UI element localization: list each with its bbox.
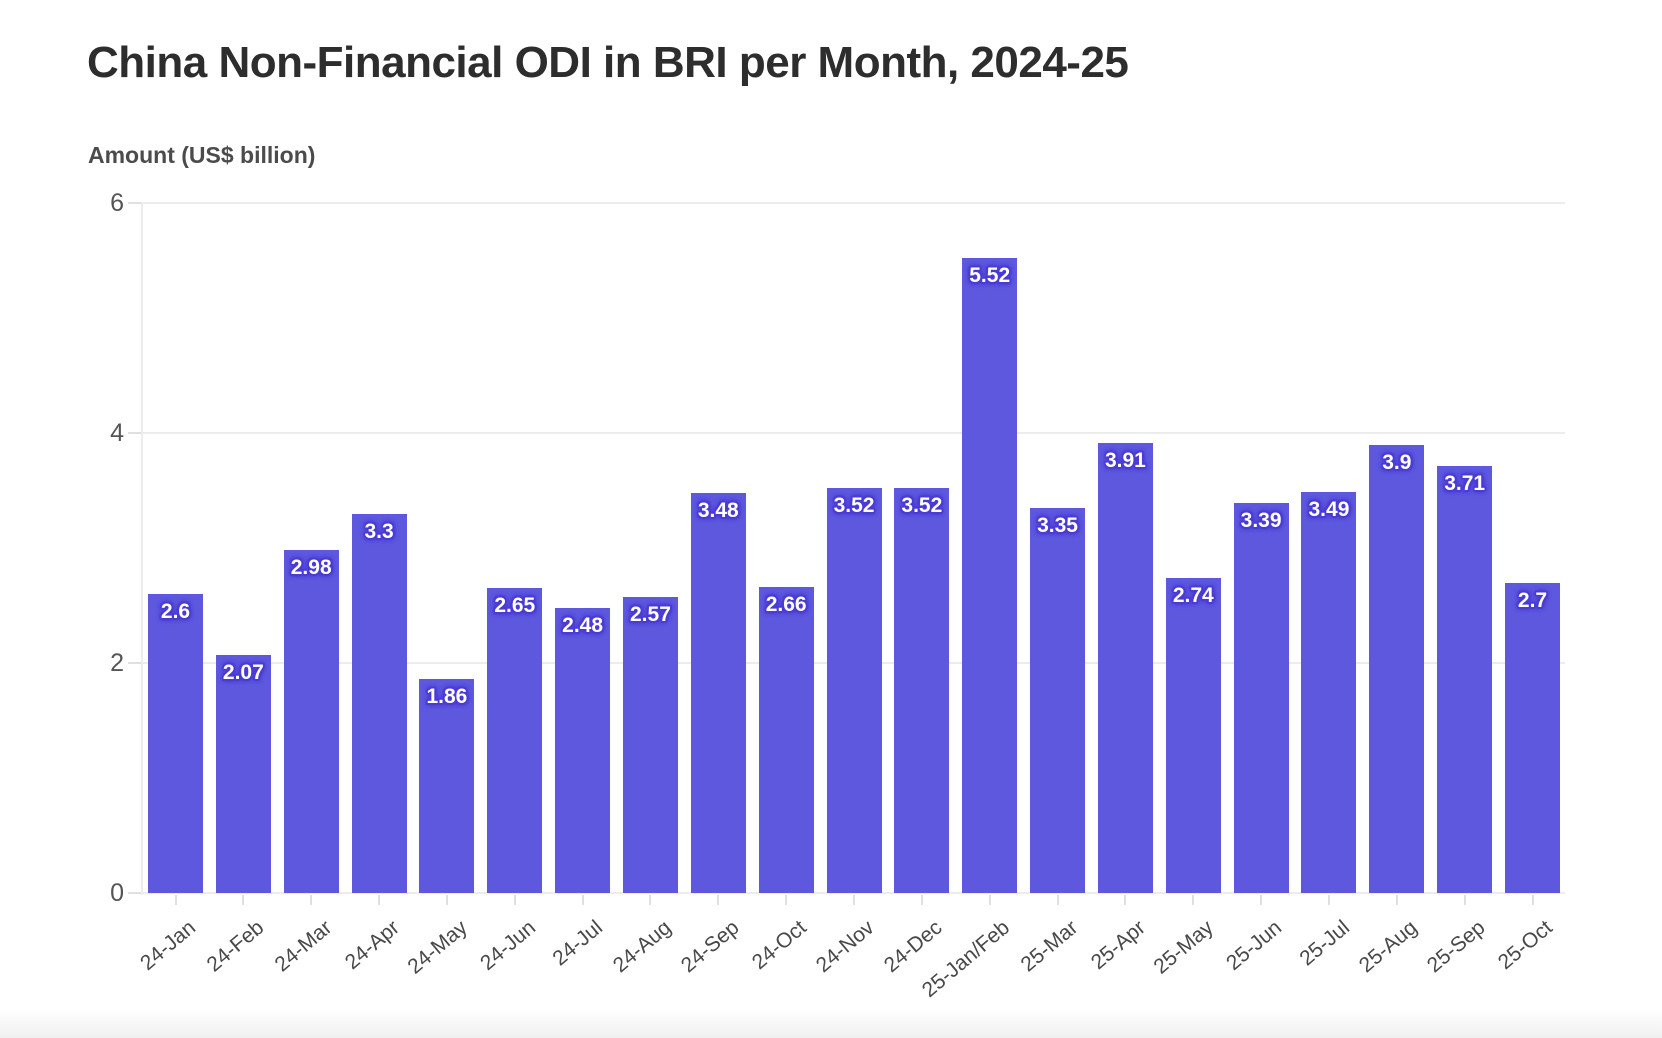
bar: 3.9 <box>1369 444 1425 893</box>
x-tick <box>649 895 652 905</box>
bar-value-label: 2.7 <box>1517 588 1548 612</box>
bar: 2.66 <box>758 587 814 893</box>
bar-value-label: 2.74 <box>1172 583 1214 607</box>
x-tick <box>1192 895 1195 905</box>
x-tick-label: 24-Sep <box>676 916 744 978</box>
x-tick <box>513 895 516 905</box>
bar: 2.65 <box>487 588 543 893</box>
x-tick <box>853 895 855 905</box>
x-tick-label: 25-Apr <box>1087 916 1151 975</box>
x-tick-label: 25-Jun <box>1221 916 1286 975</box>
bar-value-label: 3.91 <box>1104 449 1146 473</box>
y-tick <box>128 202 142 204</box>
x-tick-label: 25-Aug <box>1354 916 1422 978</box>
bar-value-label: 3.49 <box>1308 497 1350 521</box>
x-tick <box>378 895 381 905</box>
x-tick-label: 24-Aug <box>608 916 676 978</box>
bar-value-label: 3.9 <box>1382 450 1412 474</box>
page-bottom-edge <box>0 1010 1662 1038</box>
x-tick <box>1395 895 1398 905</box>
y-tick <box>128 432 142 434</box>
bar-value-label: 3.39 <box>1240 509 1282 533</box>
x-tick-label: 24-Mar <box>270 916 336 977</box>
bar-value-label: 3.52 <box>833 494 875 518</box>
bar-value-label: 3.48 <box>697 498 739 522</box>
bar-value-label: 1.86 <box>426 685 468 709</box>
x-tick <box>1327 895 1330 905</box>
bar-value-label: 2.65 <box>494 594 536 618</box>
bar-value-label: 2.48 <box>562 613 604 637</box>
y-axis-line <box>141 203 143 895</box>
bar: 3.91 <box>1097 443 1153 893</box>
bar: 5.52 <box>962 258 1018 893</box>
x-tick-label: 24-Jul <box>548 916 608 971</box>
bar: 3.71 <box>1437 466 1493 893</box>
x-tick <box>1260 895 1263 905</box>
bar: 2.07 <box>215 654 271 893</box>
bar: 3.39 <box>1233 503 1289 893</box>
x-tick <box>581 895 584 905</box>
y-tick-label: 0 <box>110 879 124 907</box>
bar-value-label: 3.3 <box>364 519 394 543</box>
x-tick-label: 24-Jan <box>136 916 201 975</box>
bar-value-label: 2.98 <box>290 556 332 580</box>
bar-value-label: 2.66 <box>765 593 807 617</box>
bar: 3.49 <box>1301 491 1357 893</box>
x-tick <box>717 895 720 905</box>
x-tick <box>1463 895 1466 905</box>
bar: 2.74 <box>1165 577 1221 893</box>
y-gridline <box>143 202 1565 204</box>
chart-title: China Non-Financial ODI in BRI per Month… <box>87 38 1129 87</box>
x-tick-label: 24-May <box>403 916 472 979</box>
bar-value-label: 3.71 <box>1444 472 1486 496</box>
bar: 3.52 <box>894 488 950 893</box>
bar: 3.3 <box>351 513 407 893</box>
x-tick-label: 24-Oct <box>747 916 811 975</box>
x-tick <box>920 895 923 905</box>
bar-value-label: 2.57 <box>630 603 671 627</box>
bar-value-label: 3.52 <box>901 494 943 518</box>
x-tick-label: 25-Jul <box>1295 916 1354 971</box>
x-tick <box>1056 895 1059 905</box>
y-gridline <box>143 892 1565 894</box>
x-tick-label: 25-Mar <box>1016 916 1083 977</box>
bar: 2.48 <box>555 607 611 893</box>
y-tick-label: 2 <box>110 649 124 677</box>
x-tick <box>988 895 991 905</box>
y-tick-label: 4 <box>110 419 124 447</box>
y-tick <box>128 662 142 664</box>
x-tick-label: 24-Jun <box>475 916 540 975</box>
bar-value-label: 5.52 <box>969 264 1011 288</box>
y-tick-label: 6 <box>110 189 124 217</box>
x-tick-label: 24-Apr <box>340 916 404 975</box>
bar: 3.35 <box>1030 507 1086 893</box>
bar-value-label: 3.35 <box>1037 513 1078 537</box>
x-tick-label: 24-Nov <box>812 916 879 978</box>
x-tick <box>310 895 313 905</box>
bar: 2.57 <box>622 597 678 893</box>
bar-value-label: 2.07 <box>222 660 264 684</box>
x-tick-label: 25-Oct <box>1494 916 1558 975</box>
bar: 1.86 <box>419 679 475 893</box>
x-tick <box>785 895 788 905</box>
y-tick <box>128 892 142 894</box>
bar-value-label: 2.6 <box>160 600 191 623</box>
x-tick-label: 25-Sep <box>1422 916 1490 978</box>
x-tick <box>1531 895 1534 905</box>
bar: 2.98 <box>283 550 339 893</box>
x-tick <box>242 895 245 905</box>
x-tick <box>1124 895 1127 905</box>
bar: 2.7 <box>1505 582 1560 893</box>
x-tick-label: 24-Feb <box>202 916 269 977</box>
x-tick <box>445 895 448 905</box>
y-axis-title: Amount (US$ billion) <box>88 142 316 168</box>
bar: 3.52 <box>826 488 882 893</box>
y-gridline <box>143 432 1565 434</box>
bar: 2.6 <box>148 594 203 893</box>
x-tick <box>174 895 177 905</box>
x-tick-label: 25-May <box>1149 916 1219 979</box>
bar: 3.48 <box>690 492 746 893</box>
